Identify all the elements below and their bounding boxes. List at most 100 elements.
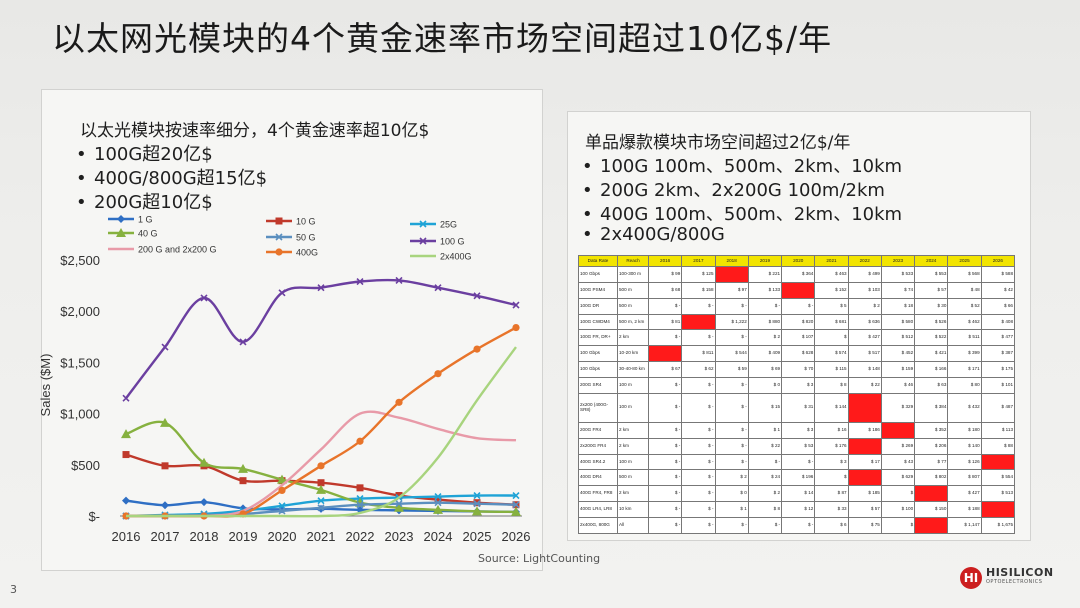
table-row: 200G SR4 100 m $ - $ - $ - $ 0 $ 3 $ 8 $ 22 $ 46 $… (578, 377, 1016, 394)
table-cell: $ - (714, 392, 749, 423)
table-header-cell: 2023 (880, 255, 916, 267)
table-cell: $ - (681, 485, 716, 503)
table-row: 400G DR4 500 m $ - $ - $ 2 $ 24 $ 196 $ $ 629 $ 8… (578, 469, 1016, 487)
source-note: Source: LightCounting (478, 552, 601, 565)
logo-subtitle: OPTOELECTRONICS (986, 579, 1043, 585)
table-cell: $ 820 (781, 313, 816, 331)
right-bullet: • 2x400G/800G (582, 224, 725, 245)
table-cell: 10-20 km (617, 345, 649, 363)
table-cell: $ 3 (781, 421, 816, 439)
table-cell: $ 2 (747, 329, 783, 347)
table-cell: $ 87 (814, 485, 849, 503)
table-cell: $ 427 (947, 485, 982, 503)
table-cell: $ - (714, 437, 749, 455)
left-bullet: • 400G/800G超15亿$ (76, 168, 268, 189)
table-cell: $ 352 (914, 421, 949, 439)
table-cell: $ 97 (714, 281, 749, 299)
table-cell: $ 15 (747, 392, 783, 423)
left-bullet: • 200G超10亿$ (76, 192, 213, 213)
table-row: 400G FR4, FR8 2 km $ - $ - $ 0 $ 2 $ 14 $ 87 $ 1… (578, 485, 1016, 503)
table-cell: 100G CWDM4 (578, 313, 618, 331)
table-cell: $ 180 (947, 421, 982, 439)
table-cell: $ - (681, 437, 716, 455)
table-cell: $ 628 (781, 345, 816, 363)
table-cell: 500 m, 2 km (617, 313, 649, 331)
table-cell: $ 421 (914, 345, 949, 363)
table-cell: $ 802 (914, 469, 949, 487)
table-cell: $ - (747, 517, 783, 534)
table-cell: $ 463 (814, 266, 849, 283)
table-cell: $ 18 (880, 297, 916, 315)
market-table: Data Rate Reach 2016 2017 2018 2019 2020 2021 20… (578, 255, 1016, 534)
table-cell: $ 144 (814, 392, 849, 423)
table-cell: $ 409 (747, 345, 783, 363)
table-cell (781, 281, 816, 299)
table-row: 2x200G FR4 2 km $ - $ - $ - $ 22 $ 53 $ 176 $ 26… (578, 437, 1016, 455)
table-cell: $ - (647, 485, 683, 503)
table-cell: 2 km (617, 421, 649, 439)
table-cell: $ 31 (781, 392, 816, 423)
table-cell (914, 485, 949, 503)
table-cell: $ 3 (814, 453, 849, 471)
table-cell: $ 511 (947, 329, 982, 347)
table-cell: $ - (747, 297, 783, 315)
table-cell: $ 59 (714, 361, 749, 379)
table-cell: $ 3 (781, 377, 816, 394)
right-bullet: • 400G 100m、500m、2km、10km (582, 204, 903, 225)
table-cell: $ 5 (814, 297, 849, 315)
table-row: 2x200 (400G-SR8) 100 m $ - $ - $ - $ 15 $ 31 $ … (578, 392, 1016, 423)
table-cell: $ 574 (814, 345, 849, 363)
table-cell: $ - (647, 469, 683, 487)
table-cell: $ 42 (980, 281, 1016, 299)
left-bullet: • 100G超20亿$ (76, 144, 213, 165)
table-cell: 500 m (617, 297, 649, 315)
table-cell: $ 74 (880, 281, 916, 299)
table-cell: $ 67 (647, 361, 683, 379)
table-cell: $ 115 (814, 361, 849, 379)
table-cell (847, 437, 882, 455)
table-header-cell: 2026 (980, 255, 1016, 267)
table-cell: $ - (681, 329, 716, 347)
table-cell: $ 1 (747, 421, 783, 439)
table-cell: $ 526 (914, 313, 949, 331)
table-cell: 100 m (617, 453, 649, 471)
table-cell: $ 462 (947, 313, 982, 331)
table-cell: $ 80 (947, 377, 982, 394)
logo-name: HISILICON (986, 566, 1054, 579)
table-cell: $ 1,147 (947, 517, 982, 534)
table-cell: $ 30 (914, 297, 949, 315)
table-cell: $ - (647, 377, 683, 394)
table-cell: $ 811 (681, 345, 716, 363)
table-cell: $ 22 (847, 377, 882, 394)
table-cell: $ 69 (747, 361, 783, 379)
table-header-cell: 2020 (781, 255, 816, 267)
table-header-cell: 2018 (714, 255, 749, 267)
table-cell: $ - (714, 329, 749, 347)
table-cell: $ - (647, 437, 683, 455)
table-cell: $ 152 (814, 281, 849, 299)
table-cell: 400G SR4.2 (578, 453, 618, 471)
table-cell: $ 99 (647, 266, 683, 283)
table-cell: $ 0 (714, 485, 749, 503)
table-row: 2x400G, 800G All $ - $ - $ - $ - $ - $ 6 $ 75 $ $ … (578, 517, 1016, 534)
table-cell: $ 553 (914, 266, 949, 283)
table-cell: $ - (681, 469, 716, 487)
table-cell: $ 681 (814, 313, 849, 331)
table-cell: $ 53 (781, 437, 816, 455)
table-cell: $ (880, 517, 916, 534)
table-cell: $ - (714, 421, 749, 439)
table-cell: $ - (647, 329, 683, 347)
table-cell: $ 43 (880, 453, 916, 471)
table-cell: $ 807 (947, 469, 982, 487)
right-bullet: • 100G 100m、500m、2km、10km (582, 156, 903, 177)
table-cell: $ 150 (914, 501, 949, 519)
table-header-cell: 2017 (681, 255, 716, 267)
table-row: 100G FR, DR+ 2 km $ - $ - $ - $ 2 $ 107 $ $ 427 $… (578, 329, 1016, 347)
table-cell: $ 148 (847, 361, 882, 379)
table-cell: $ - (681, 453, 716, 471)
table-cell: $ 387 (980, 345, 1016, 363)
table-cell: $ (880, 485, 916, 503)
left-heading: 以太光模块按速率细分，4个黄金速率超10亿$ (80, 121, 430, 141)
table-cell: $ 8 (814, 377, 849, 394)
table-cell: $ - (647, 453, 683, 471)
